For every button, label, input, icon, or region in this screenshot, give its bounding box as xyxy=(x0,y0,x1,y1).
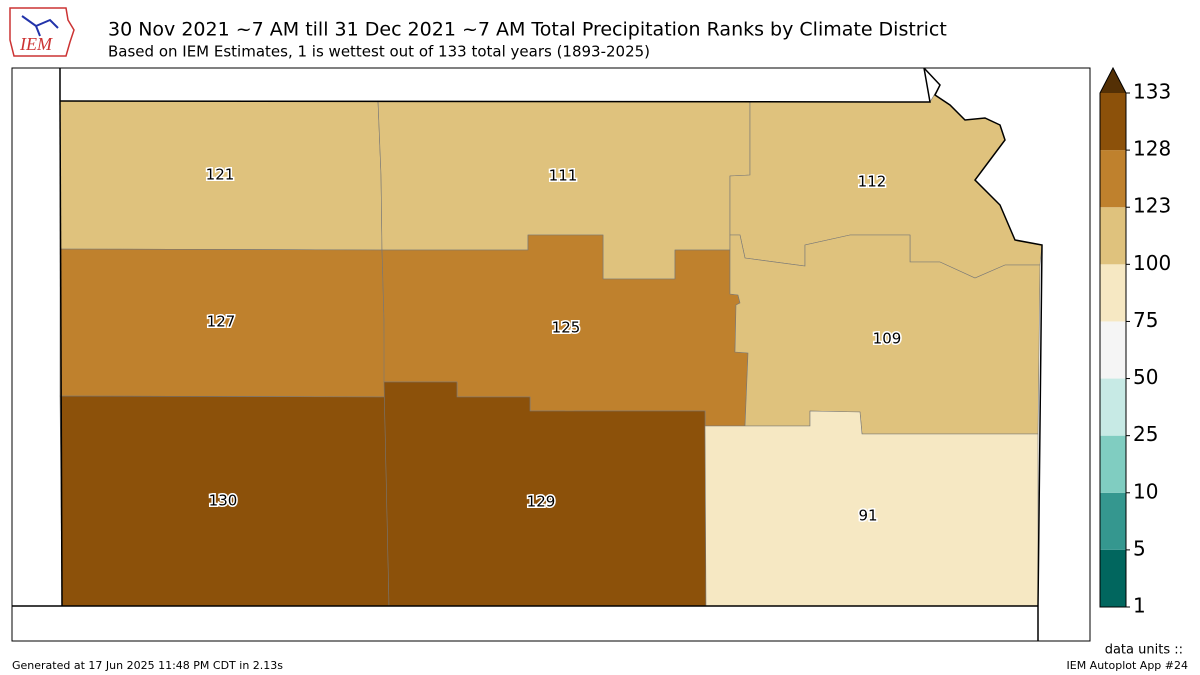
logo: IEM xyxy=(9,7,75,57)
district-rank: 130 xyxy=(209,492,238,510)
colorbar-tick-label: 128 xyxy=(1133,137,1171,161)
state-border xyxy=(59,100,63,607)
district-rank: 125 xyxy=(552,319,581,337)
colorbar-band xyxy=(1100,264,1126,322)
footer-left: Generated at 17 Jun 2025 11:48 PM CDT in… xyxy=(12,659,283,672)
district-labels: 121 111 112 127 125 109 130 129 91 xyxy=(204,164,903,526)
district-rank: 112 xyxy=(858,173,887,191)
colorbar-band xyxy=(1100,93,1126,151)
colorbar-tick-label: 100 xyxy=(1133,251,1171,275)
units-label: data units :: xyxy=(1105,643,1183,658)
district-rank: 111 xyxy=(549,167,578,185)
colorbar-band xyxy=(1100,207,1126,265)
districts xyxy=(59,84,1043,607)
colorbar-band xyxy=(1100,549,1126,607)
colorbar-band xyxy=(1100,492,1126,550)
borders xyxy=(12,67,1043,641)
district-rank: 91 xyxy=(858,507,877,525)
colorbar-tick-label: 10 xyxy=(1133,479,1158,503)
colorbar-tick-label: 5 xyxy=(1133,536,1146,560)
colorbar-tick-label: 50 xyxy=(1133,365,1158,389)
district-rank: 127 xyxy=(207,313,236,331)
colorbar-tick-label: 75 xyxy=(1133,308,1158,332)
subtitle: Based on IEM Estimates, 1 is wettest out… xyxy=(108,43,650,61)
state-border xyxy=(923,67,1043,607)
colorbar: 1 5 10 25 50 75 100 123 128 133 xyxy=(1099,66,1171,618)
colorbar-tick-label: 123 xyxy=(1133,194,1171,218)
title: 30 Nov 2021 ~7 AM till 31 Dec 2021 ~7 AM… xyxy=(108,19,947,41)
district-rank: 129 xyxy=(527,493,556,511)
colorbar-extend xyxy=(1100,68,1126,93)
state-border xyxy=(59,67,931,103)
logo-text: IEM xyxy=(19,34,53,54)
colorbar-band xyxy=(1100,435,1126,493)
colorbar-band xyxy=(1100,321,1126,379)
district-rank: 121 xyxy=(206,166,235,184)
district-rank: 109 xyxy=(873,330,902,348)
colorbar-band xyxy=(1100,150,1126,208)
colorbar-outline xyxy=(1099,66,1127,608)
colorbar-tick-label: 25 xyxy=(1133,422,1158,446)
logo-icon xyxy=(21,15,59,37)
colorbar-tick-label: 133 xyxy=(1133,80,1171,104)
footer-right: IEM Autoplot App #24 xyxy=(1067,659,1189,672)
colorbar-band xyxy=(1100,378,1126,436)
colorbar-tick-label: 1 xyxy=(1133,594,1146,618)
